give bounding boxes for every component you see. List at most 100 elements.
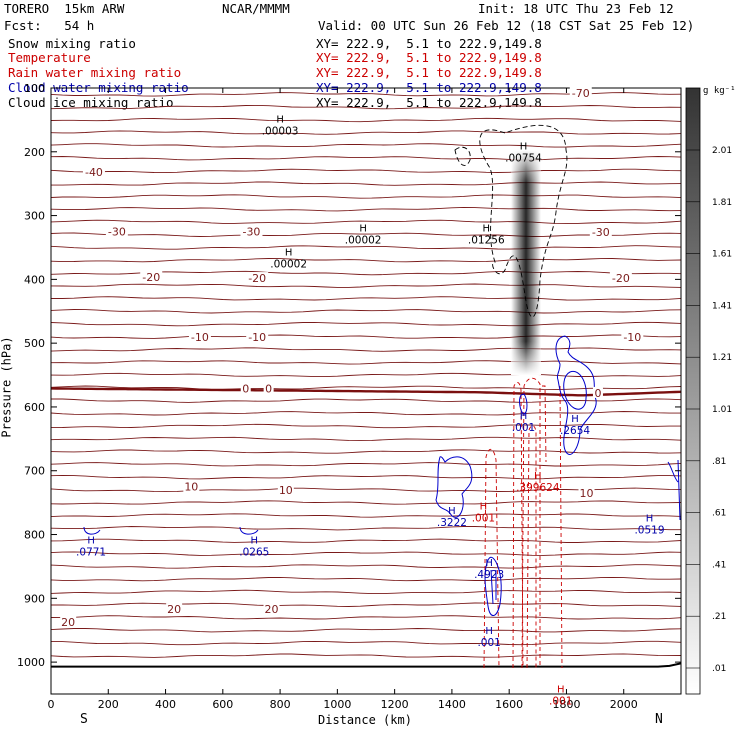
maximum-h-marker: H	[483, 223, 491, 234]
temperature-label: 10	[184, 481, 198, 494]
isotherm-line	[51, 385, 681, 391]
temperature-label-bg	[621, 330, 644, 342]
isotherm-line	[51, 423, 681, 429]
y-tick-label: 500	[24, 337, 45, 350]
isotherm-line	[51, 640, 681, 646]
maximum-h-marker: H	[485, 626, 493, 637]
rain-water-contours	[483, 377, 563, 669]
maximum-value-label: .399624	[516, 482, 560, 494]
legend-snow-xy: XY= 222.9, 5.1 to 222.9,149.8	[316, 36, 542, 51]
colorbar-tick-label: 1.81	[712, 198, 732, 208]
maximum-h-marker: H	[480, 501, 488, 512]
isotherm-line	[51, 130, 681, 135]
x-tick-label: 1200	[381, 698, 409, 711]
legend-temperature-label: Temperature	[8, 50, 91, 65]
isotherm-line	[51, 296, 681, 301]
organization-label: NCAR/MMMM	[222, 1, 290, 16]
legend-rain-label: Rain water mixing ratio	[8, 65, 182, 80]
y-axis-title: Pressure (hPa)	[0, 336, 14, 438]
temperature-label: 20	[61, 616, 75, 629]
temperature-label-bg	[578, 487, 595, 499]
y-tick-label: 200	[24, 146, 45, 159]
colorbar-tick-label: .81	[712, 457, 726, 467]
temperature-label-bg	[82, 166, 105, 178]
isotherm-line	[51, 615, 681, 620]
isotherm-line	[51, 589, 681, 595]
maximum-value-label: .00003	[262, 125, 299, 137]
colorbar-unit: g kg⁻¹	[703, 86, 736, 96]
y-tick-label: 400	[24, 273, 45, 286]
isotherm-line	[51, 283, 681, 288]
temperature-label-bg	[277, 483, 294, 495]
x-tick-label: 1400	[438, 698, 466, 711]
maximum-value-label: .00002	[345, 234, 382, 246]
isotherm-line	[51, 372, 681, 378]
temperature-label-bg	[240, 382, 251, 394]
isotherm-line	[51, 411, 681, 416]
maximum-value-label: .01256	[468, 234, 505, 246]
colorbar	[685, 87, 701, 695]
isotherm-line	[51, 117, 681, 123]
x-tick-label: 400	[155, 698, 176, 711]
isotherm-line	[51, 334, 681, 339]
isotherm-line	[51, 181, 681, 186]
cloud-ice-contour	[479, 124, 568, 318]
y-tick-label: 900	[24, 592, 45, 605]
y-tick-label: 700	[24, 465, 45, 478]
south-end-label: S	[80, 712, 88, 727]
temperature-label: -30	[242, 226, 260, 239]
temperature-label-bg	[240, 225, 263, 237]
colorbar-tick-label: .01	[712, 664, 726, 674]
temperature-label-bg	[609, 272, 632, 284]
temperature-label-bg	[183, 480, 200, 492]
x-tick-label: 1800	[552, 698, 580, 711]
legend-temperature-xy: XY= 222.9, 5.1 to 222.9,149.8	[316, 50, 542, 65]
legend-cloud-ice-label: Cloud ice mixing ratio	[8, 95, 174, 110]
temperature-label: -40	[85, 166, 103, 179]
x-tick-label: 200	[98, 698, 119, 711]
y-tick-label: 800	[24, 529, 45, 542]
maximum-value-label: .2654	[560, 425, 590, 437]
temperature-label-bg	[166, 603, 183, 615]
temperature-label-bg	[589, 226, 612, 238]
temperature-label: -10	[623, 331, 641, 344]
isotherm-line	[51, 245, 681, 250]
forecast-hour: Fcst: 54 h	[4, 18, 95, 33]
maximum-value-label: .001	[512, 422, 535, 434]
isotherm-line	[51, 551, 681, 556]
isotherm-line	[51, 104, 681, 110]
maximum-value-label: .0771	[76, 546, 106, 558]
colorbar-tick-label: .41	[712, 560, 726, 570]
isotherm-line	[51, 513, 681, 518]
x-tick-label: 600	[212, 698, 233, 711]
maximum-h-marker: H	[571, 414, 579, 425]
isotherm-line	[51, 347, 681, 352]
x-tick-label: 0	[48, 698, 55, 711]
maximum-h-marker: H	[534, 471, 542, 482]
temperature-label-bg	[60, 615, 77, 627]
colorbar-tick-label: .21	[712, 612, 726, 622]
temperature-label-bg	[246, 330, 269, 342]
maximum-value-label: .00002	[270, 259, 307, 271]
y-tick-label: 1000	[17, 656, 45, 669]
isotherm-line	[51, 602, 681, 607]
y-tick-label: 600	[24, 401, 45, 414]
temperature-label: 0	[242, 382, 249, 395]
maximum-h-marker: H	[251, 535, 259, 546]
temperature-label: 10	[279, 484, 293, 497]
maximum-h-marker: H	[557, 685, 565, 696]
x-tick-label: 1600	[495, 698, 523, 711]
isotherm-line	[51, 156, 681, 161]
maximum-value-label: .0519	[634, 525, 664, 537]
plot-frame	[50, 87, 682, 695]
maximum-value-label: .0265	[239, 546, 269, 558]
x-tick-label: 2000	[610, 698, 638, 711]
isotherm-line	[51, 436, 681, 442]
x-tick-label: 1000	[323, 698, 351, 711]
isotherm-line	[51, 576, 681, 582]
colorbar-tick-label: 2.01	[712, 146, 732, 156]
temperature-label-bg	[140, 270, 163, 282]
isotherm-line	[51, 487, 681, 493]
